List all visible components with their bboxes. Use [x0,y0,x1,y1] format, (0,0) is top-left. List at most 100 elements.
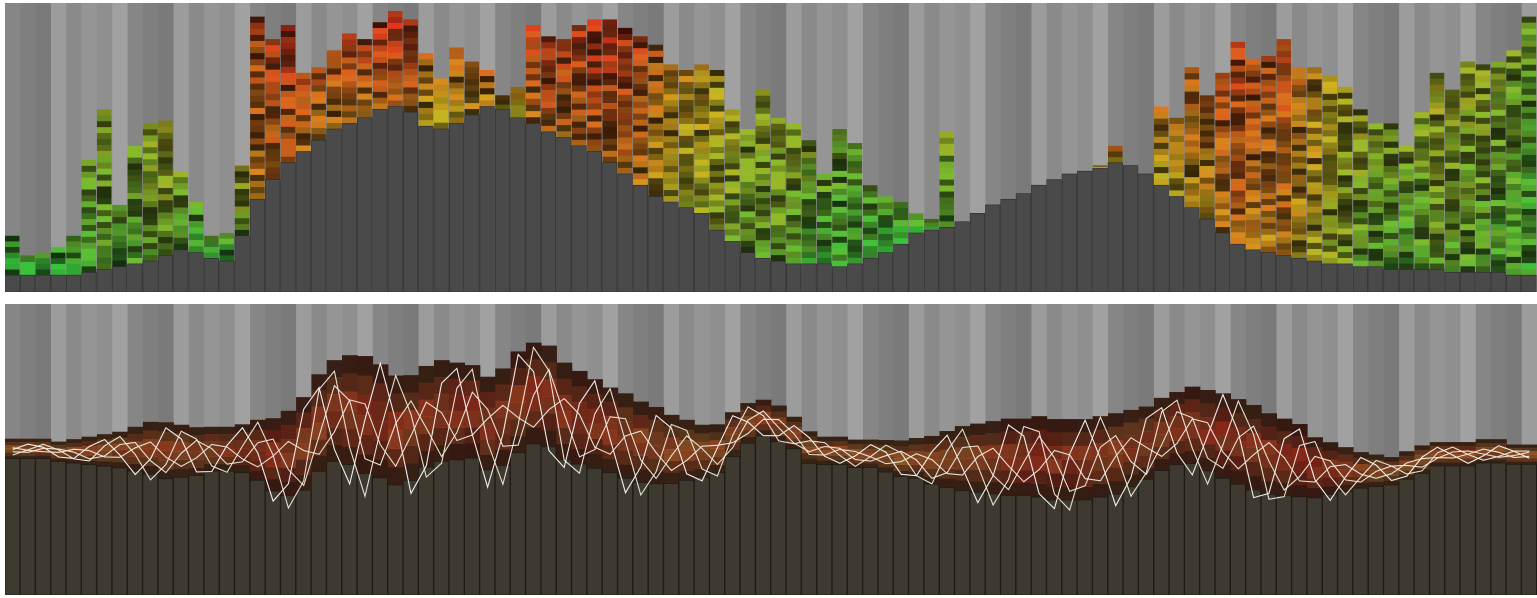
glow-segment [357,434,374,455]
lower-bar-base [295,489,312,595]
heat-segment [663,94,679,101]
heat-segment [96,222,112,229]
glow-segment [709,448,726,457]
heat-segment [1491,115,1506,123]
heat-segment [1383,245,1399,252]
heat-segment [1215,102,1230,109]
heat-segment [1230,89,1246,96]
heat-segment [617,40,633,47]
heat-segment [388,22,403,30]
glow-segment [1353,482,1369,489]
glow-segment [985,445,1002,458]
lower-bar [739,403,757,595]
heat-segment [633,161,648,168]
glow-segment [541,413,557,431]
heat-segment [847,155,863,162]
heat-segment [709,170,725,178]
lower-bar [341,355,358,595]
heat-segment [1475,82,1491,89]
heat-segment [464,79,480,86]
heat-segment [250,174,265,182]
heat-segment [924,226,939,231]
heat-segment [556,82,572,89]
heat-segment [648,117,663,125]
heat-segment [1460,157,1475,165]
heat-segment [602,31,617,38]
upper-bar-base [142,260,158,292]
heat-segment [96,198,112,205]
heat-segment [1245,118,1261,125]
heat-segment [786,178,801,185]
heat-segment [740,164,755,171]
glow-segment [1429,461,1446,467]
heat-segment [357,99,372,107]
glow-segment [571,370,588,387]
glow-segment [1383,480,1400,486]
glow-segment [924,476,940,485]
glow-segment [556,411,573,428]
heat-segment [1291,85,1307,92]
heat-segment [66,252,81,259]
heat-segment [1215,203,1230,210]
upper-bar [954,221,970,292]
heat-segment [801,205,817,212]
upper-bar [1046,179,1062,292]
heat-segment [1506,135,1521,142]
lower-bar [770,405,787,595]
heat-segment [1353,109,1368,116]
lower-bar-base [939,487,955,595]
heat-segment [311,91,326,99]
heat-segment [1506,190,1521,197]
heat-segment [1445,235,1460,243]
heat-segment [1506,74,1521,82]
heat-segment [1215,78,1230,86]
upper-bar [433,78,449,292]
heat-segment [771,189,786,196]
heat-segment [709,129,725,136]
lower-bar-base [280,495,296,595]
heat-segment [311,121,326,129]
heat-segment [388,40,403,48]
heat-segment [633,125,648,133]
heat-segment [449,47,464,54]
heat-segment [1353,260,1368,268]
lower-bar-base [648,483,664,595]
heat-segment [1307,176,1322,183]
heat-segment [587,61,602,68]
heat-segment [663,166,679,173]
heat-segment [1460,236,1475,243]
heat-segment [280,114,296,122]
heat-segment [1368,135,1383,142]
lower-bar [648,407,665,595]
heat-segment [1261,216,1276,224]
lower-bar-base [1460,465,1476,595]
lower-bar-base [111,467,128,595]
heat-segment [66,235,81,242]
heat-segment [418,83,434,91]
heat-segment [847,185,863,192]
lower-bar [785,416,803,595]
heat-segment [1506,196,1521,203]
glow-segment [1322,468,1339,478]
glow-segment [1337,454,1354,463]
heat-segment [1368,123,1383,130]
heat-segment [158,249,173,256]
heat-segment [1491,151,1506,159]
heat-segment [725,235,740,242]
glow-segment [1046,446,1063,460]
heat-segment [771,219,786,226]
upper-bar-base [65,274,82,292]
glow-segment [127,456,144,465]
heat-segment [1521,124,1537,132]
heat-segment [832,129,847,136]
glow-segment [112,437,128,445]
glow-segment [1383,475,1400,481]
heat-segment [1460,79,1475,87]
heat-segment [234,212,250,219]
glow-segment [771,435,787,443]
lower-bar [1061,419,1078,595]
lower-bar-base [402,480,419,595]
heat-segment [1491,157,1506,165]
heat-segment [801,157,817,165]
glow-segment [1138,455,1155,468]
